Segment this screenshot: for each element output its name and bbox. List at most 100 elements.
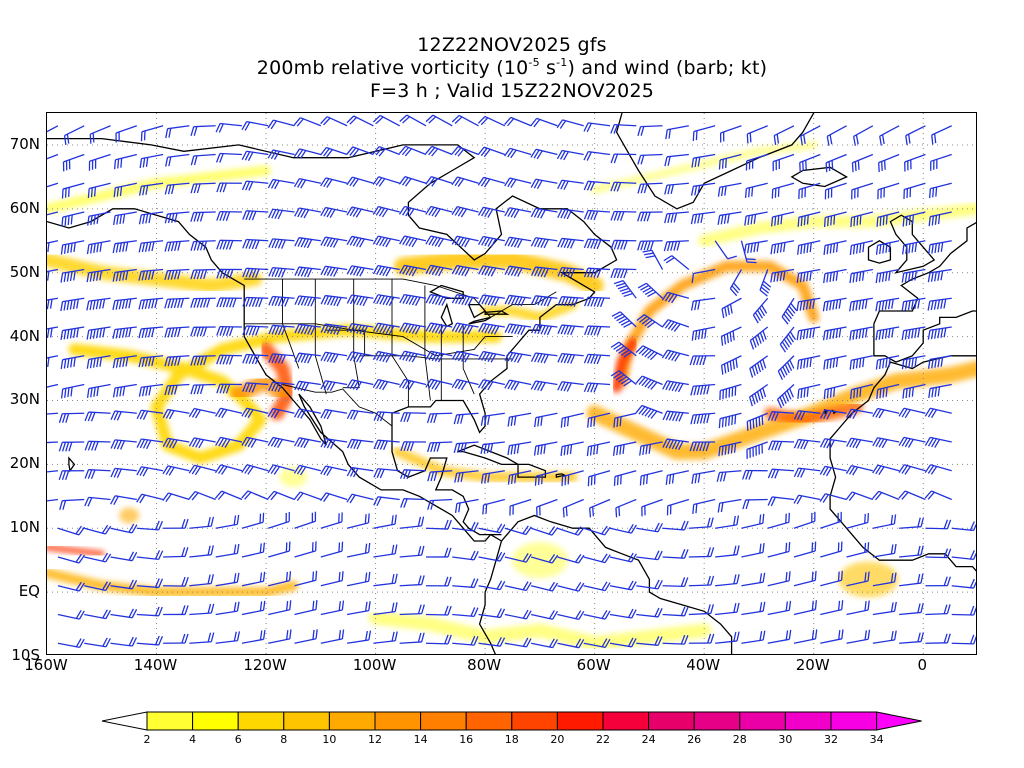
wind-barb (875, 268, 900, 284)
wind-barb (583, 238, 611, 250)
wind-barb (454, 498, 479, 513)
wind-barb (399, 114, 427, 127)
wind-barb (746, 412, 768, 431)
wind-barb (823, 383, 847, 400)
wind-barb (112, 297, 137, 311)
wind-barb (767, 496, 795, 507)
wind-barb (268, 238, 295, 249)
wind-barb (557, 266, 584, 278)
colorbar-swatch (784, 711, 832, 731)
wind-barb (637, 240, 663, 251)
wind-barb (872, 572, 897, 587)
title-exponent-2: -1 (556, 55, 568, 69)
wind-barb (427, 441, 453, 453)
wind-barb (293, 408, 321, 419)
wind-barb (320, 541, 344, 558)
wind-barb (951, 550, 976, 561)
wind-barb (480, 441, 505, 454)
wind-barb (346, 601, 371, 616)
wind-barb (666, 498, 690, 516)
colorbar-tick-label: 30 (778, 733, 793, 746)
wind-barb (320, 206, 348, 218)
wind-barb (190, 240, 216, 251)
wind-barb (662, 577, 689, 588)
wind-barb (504, 351, 532, 363)
wind-barb (47, 355, 59, 368)
wind-barb (215, 543, 240, 558)
wind-barb (241, 180, 269, 191)
wind-barb (346, 438, 374, 450)
wind-barb (797, 383, 821, 399)
wind-barb (60, 297, 85, 312)
longitude-label: 60W (576, 656, 611, 674)
wind-barb (60, 355, 85, 370)
wind-barb (664, 211, 689, 224)
wind-barb (47, 153, 59, 160)
wind-barb (690, 297, 716, 311)
wind-barb (451, 235, 479, 248)
wind-barb (215, 122, 243, 133)
wind-barb (850, 383, 874, 400)
wind-barb (320, 351, 348, 363)
vorticity-band (586, 360, 976, 460)
wind-barb (872, 630, 897, 644)
wind-barb (425, 322, 453, 335)
wind-barb (164, 355, 190, 367)
wind-barb (346, 542, 371, 558)
wind-barb (139, 153, 164, 169)
coastline (867, 240, 892, 264)
wind-barb (426, 412, 453, 424)
wind-barb (478, 322, 505, 335)
colorbar-tick-label: 6 (234, 733, 242, 746)
wind-barb (320, 265, 348, 277)
wind-barb (846, 513, 870, 529)
map-canvas (47, 113, 976, 654)
vorticity-band (47, 544, 105, 557)
wind-barb (86, 383, 111, 398)
wind-barb (819, 465, 847, 477)
latitude-label: 70N (9, 134, 40, 153)
wind-barb (268, 353, 295, 364)
wind-barb (561, 470, 584, 487)
wind-barb (587, 412, 611, 428)
wind-barb (427, 470, 453, 482)
wind-barb (662, 634, 689, 645)
wind-barb (241, 436, 269, 448)
wind-barb (927, 355, 952, 369)
wind-barb (587, 470, 611, 487)
wind-barb (951, 634, 976, 645)
wind-barb (690, 211, 716, 225)
wind-barb (47, 326, 59, 339)
wind-barb (190, 153, 216, 166)
wind-barb (294, 295, 321, 307)
longitude-label: 160W (24, 656, 68, 674)
wind-barb (47, 470, 59, 473)
wind-barb (47, 383, 59, 388)
wind-barb (901, 355, 926, 370)
wind-barb (320, 146, 348, 158)
wind-barb (798, 182, 821, 200)
wind-barb (875, 240, 900, 255)
wind-barb (899, 545, 924, 558)
wind-barb (136, 606, 163, 617)
wind-barb (267, 490, 295, 501)
colorbar-tick-label: 10 (322, 733, 337, 746)
wind-barb (346, 409, 374, 420)
wind-barb (637, 153, 663, 165)
wind-barb (534, 470, 558, 486)
wind-barb (372, 350, 400, 363)
wind-barb (876, 211, 900, 227)
wind-barb (477, 146, 506, 158)
wind-barb (637, 211, 663, 222)
wind-barb (189, 516, 215, 529)
wind-barb (504, 177, 532, 188)
wind-barb (637, 125, 663, 136)
wind-barb (797, 240, 821, 255)
wind-barb (636, 636, 663, 646)
wind-barb (530, 581, 559, 592)
colorbar-swatch (511, 711, 558, 731)
wind-barb (745, 153, 768, 171)
wind-barb (823, 355, 847, 370)
wind-barb (293, 464, 321, 476)
wind-barb (86, 268, 111, 283)
